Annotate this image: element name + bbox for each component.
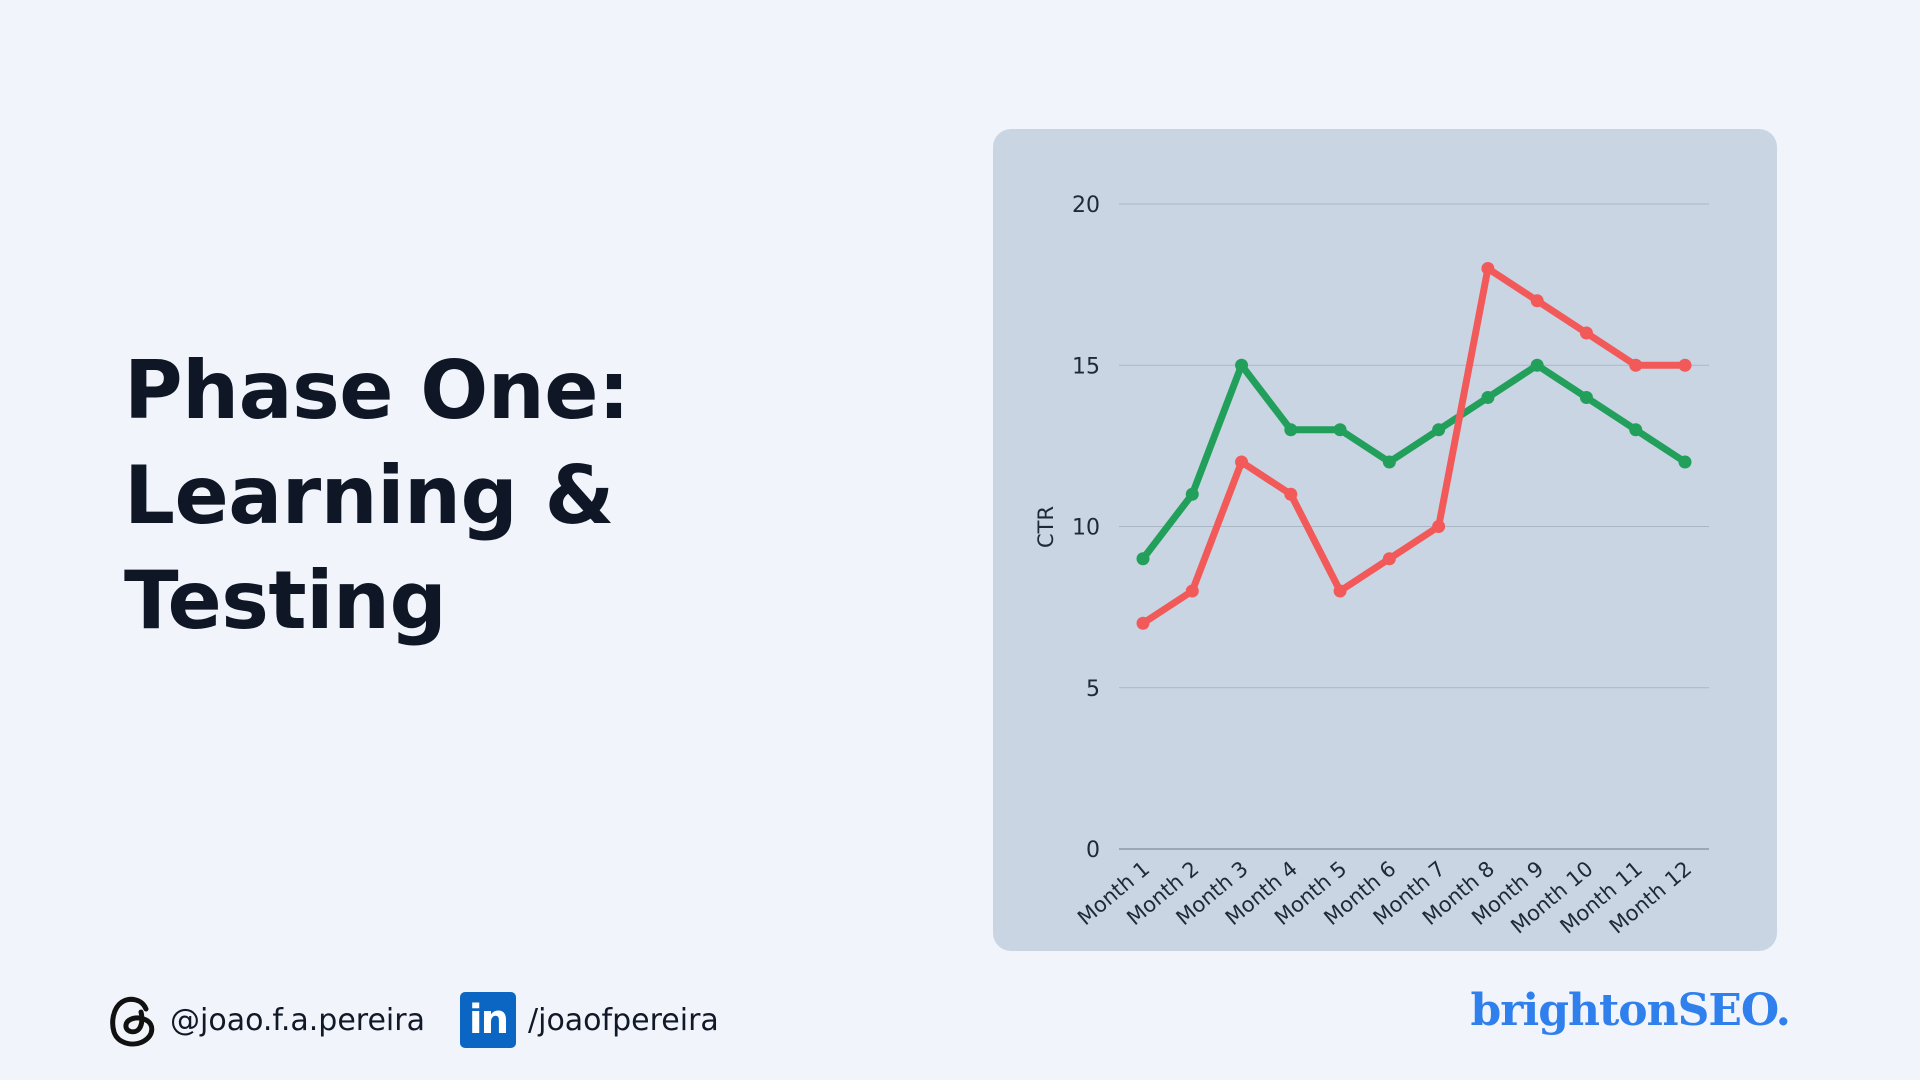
- data-point: [1284, 487, 1298, 501]
- data-point: [1185, 584, 1199, 598]
- y-tick-label: 10: [1072, 516, 1100, 541]
- data-point: [1530, 358, 1544, 372]
- series-1: [1136, 358, 1692, 566]
- data-point: [1333, 584, 1347, 598]
- data-point: [1284, 423, 1298, 437]
- series-line: [1139, 265, 1689, 627]
- title-line-2: Learning &: [124, 449, 614, 542]
- chart-card: 0 5 10 15 20 Month 1 Month 2 Month 3 Month 4 Mon…: [993, 129, 1777, 951]
- series-line: [1139, 361, 1689, 563]
- data-point: [1432, 423, 1446, 437]
- data-point: [1382, 455, 1396, 469]
- data-point: [1629, 423, 1643, 437]
- y-axis-label: CTR: [1034, 506, 1058, 548]
- threads-handle-group[interactable]: @joao.f.a.pereira: [108, 990, 425, 1050]
- y-tick-label: 0: [1086, 838, 1100, 863]
- data-point: [1136, 616, 1150, 630]
- y-tick-label: 5: [1086, 677, 1100, 702]
- y-tick-label: 15: [1072, 354, 1100, 379]
- y-tick-label: 20: [1072, 193, 1100, 218]
- linkedin-handle-group[interactable]: in /joaofpereira: [460, 990, 719, 1050]
- data-point: [1333, 423, 1347, 437]
- y-tick-labels: 0 5 10 15 20: [1072, 193, 1100, 863]
- data-point: [1235, 455, 1249, 469]
- data-point: [1136, 552, 1150, 566]
- data-point: [1579, 326, 1593, 340]
- linkedin-icon: in: [460, 992, 516, 1048]
- data-point: [1432, 520, 1446, 533]
- data-point: [1678, 455, 1692, 469]
- threads-icon: [108, 992, 158, 1048]
- series-lines: [1136, 262, 1692, 630]
- data-point: [1678, 358, 1692, 372]
- data-point: [1185, 487, 1199, 501]
- data-point: [1382, 552, 1396, 566]
- linkedin-handle: /joaofpereira: [528, 1002, 719, 1038]
- slide-title: Phase One: Learning & Testing: [124, 338, 630, 653]
- title-line-3: Testing: [124, 554, 447, 647]
- data-point: [1481, 262, 1495, 275]
- title-line-1: Phase One:: [124, 344, 630, 437]
- data-point: [1629, 358, 1643, 372]
- data-point: [1481, 391, 1495, 404]
- brightonseo-logo: brightonSEO.: [1470, 985, 1791, 1036]
- series-2: [1136, 262, 1692, 630]
- linkedin-icon-text: in: [460, 992, 516, 1048]
- data-point: [1235, 358, 1249, 372]
- threads-handle: @joao.f.a.pereira: [170, 1002, 425, 1038]
- data-point: [1579, 391, 1593, 404]
- grid-lines: [1119, 203, 1709, 850]
- data-point: [1530, 294, 1544, 308]
